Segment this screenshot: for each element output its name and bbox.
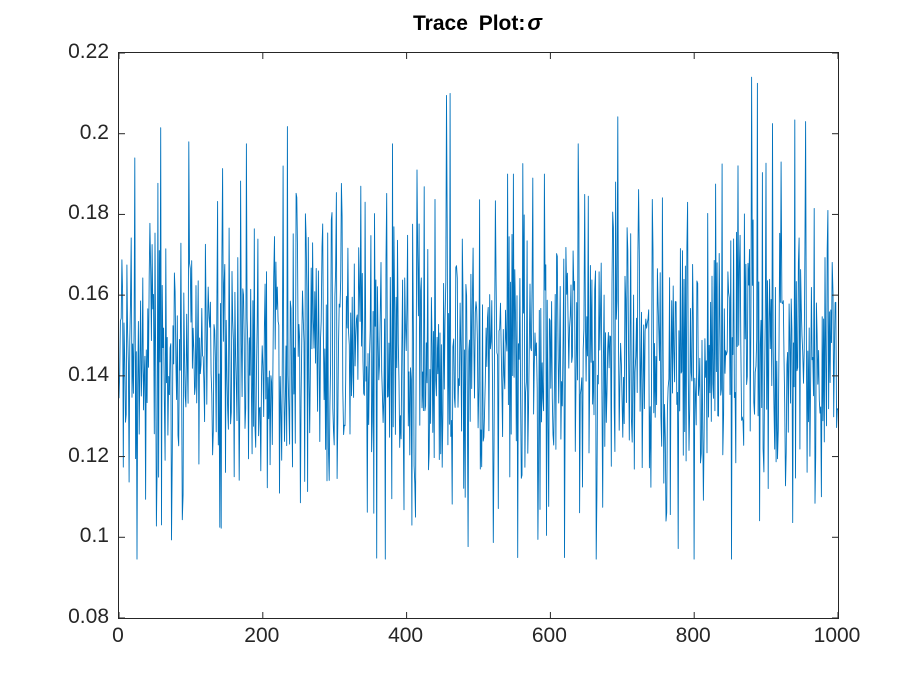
y-tick-label: 0.12 (68, 443, 109, 467)
trace-line (119, 76, 838, 560)
y-tick-label: 0.16 (68, 282, 109, 306)
y-tick-label: 0.14 (68, 362, 109, 386)
plot-area (118, 52, 839, 619)
y-tick-label: 0.18 (68, 201, 109, 225)
x-tick-label: 600 (531, 624, 567, 647)
x-tick-label: 400 (388, 624, 424, 647)
y-tick-label: 0.2 (79, 120, 109, 144)
chart-title-text: Trace Plot: (413, 12, 526, 35)
x-tick-label: 0 (112, 624, 124, 647)
y-tick-label: 0.22 (68, 40, 109, 63)
x-tick-label: 200 (244, 624, 280, 647)
chart-title: Trace Plot:σ (118, 10, 837, 36)
y-tick-label: 0.08 (68, 605, 109, 628)
x-tick-label: 1000 (813, 624, 861, 647)
y-tick-label: 0.1 (79, 524, 109, 548)
plot-svg (119, 53, 838, 618)
sigma-symbol: σ (527, 10, 542, 35)
x-tick-label: 800 (675, 624, 711, 647)
